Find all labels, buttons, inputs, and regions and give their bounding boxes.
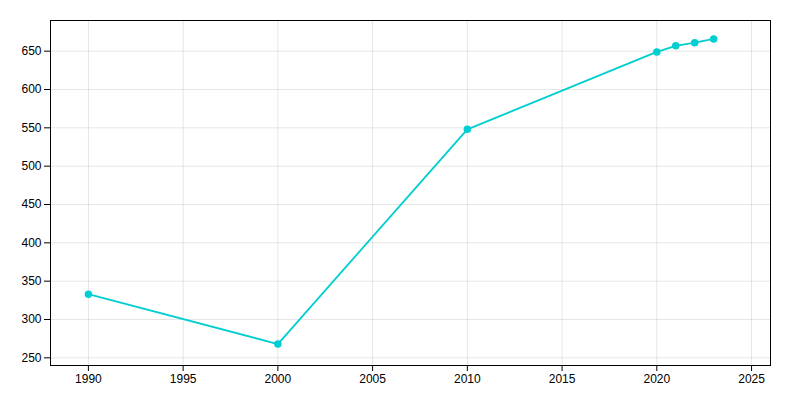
svg-text:450: 450 [21,197,41,211]
svg-text:2000: 2000 [265,372,292,386]
svg-text:2015: 2015 [549,372,576,386]
svg-text:550: 550 [21,121,41,135]
svg-text:300: 300 [21,312,41,326]
svg-text:400: 400 [21,236,41,250]
svg-text:350: 350 [21,274,41,288]
svg-text:2005: 2005 [359,372,386,386]
svg-text:2020: 2020 [643,372,670,386]
svg-text:250: 250 [21,351,41,365]
svg-text:600: 600 [21,82,41,96]
svg-text:2025: 2025 [738,372,765,386]
svg-text:1990: 1990 [75,372,102,386]
svg-text:2010: 2010 [454,372,481,386]
svg-text:650: 650 [21,44,41,58]
svg-text:500: 500 [21,159,41,173]
svg-text:1995: 1995 [170,372,197,386]
